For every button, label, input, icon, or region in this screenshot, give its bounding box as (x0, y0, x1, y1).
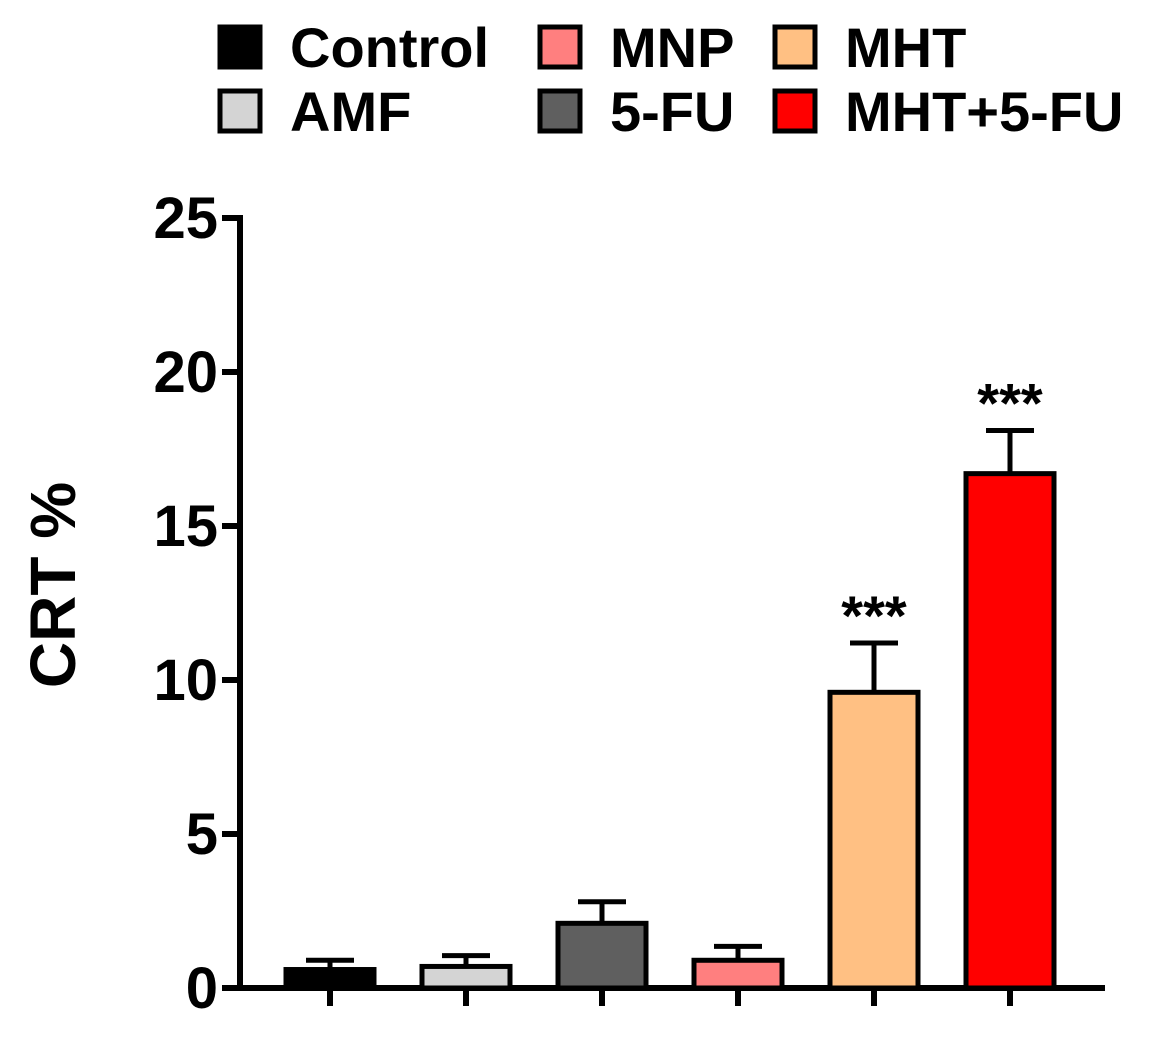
legend-swatch-5-FU (537, 88, 583, 134)
legend-swatch-Control (217, 24, 263, 70)
bars: *** *** (283, 372, 1057, 1006)
bar-MHT+5-FU (963, 471, 1057, 991)
axes: CRT % (17, 215, 1105, 991)
bar-MHT (827, 689, 921, 991)
bar-5-FU (555, 920, 649, 991)
legend-swatch-MHT (772, 24, 818, 70)
legend-label: MHT+5-FU (845, 80, 1123, 143)
y-ticks: 0 5 10 15 20 25 (153, 186, 240, 1021)
legend-swatch-AMF (217, 88, 263, 134)
bar-AMF (419, 963, 513, 991)
y-tick-label: 10 (153, 648, 218, 713)
legend-label: 5-FU (610, 80, 734, 143)
y-tick-label: 20 (153, 340, 218, 405)
legend-swatch-MHT+5-FU (772, 88, 818, 134)
y-tick-label: 25 (153, 186, 218, 251)
legend-swatch-MNP (537, 24, 583, 70)
bar-Control (283, 967, 377, 991)
y-tick-label: 5 (186, 802, 218, 867)
legend-label: MHT (845, 16, 966, 79)
legend-label: MNP (610, 16, 734, 79)
y-tick-label: 0 (186, 956, 218, 1021)
y-axis-label: CRT % (17, 482, 89, 688)
y-tick-label: 15 (153, 494, 218, 559)
significance-label: *** (977, 372, 1043, 435)
significance-label: *** (841, 584, 907, 647)
legend-label: AMF (290, 80, 411, 143)
bar-MNP (691, 957, 785, 991)
legend-label: Control (290, 16, 489, 79)
